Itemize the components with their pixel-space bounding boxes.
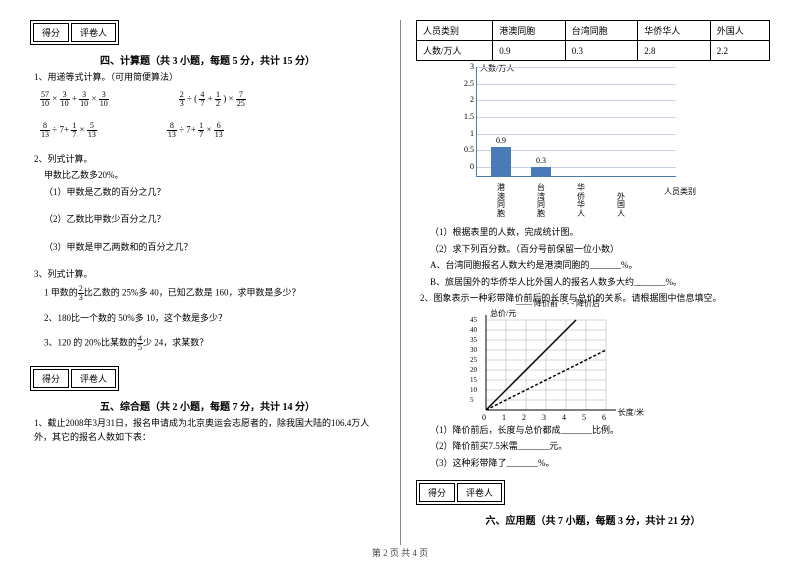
y-axis-label: 人数/万人 [480,63,514,74]
q1: 1、用递等式计算。（可用简便算法） [34,71,385,85]
right-column: 人员类别港澳同胞台湾同胞华侨华人外国人 人数/万人0.90.32.82.2 人数… [400,20,770,545]
legend: —— 降价前 - - - 降价后 [516,298,600,309]
q2a: 甲数比乙数多20%。 [44,169,385,183]
q3: 3、列式计算。 [34,268,385,282]
r-q1-2: （2）求下列百分数。（百分号前保留一位小数） [430,243,770,257]
section-6-title: 六、应用题（共 7 小题，每题 3 分，共计 21 分） [416,512,770,527]
left-column: 得分评卷人 四、计算题（共 3 小题，每题 5 分，共计 15 分） 1、用递等… [30,20,400,545]
r-q2-2: （2）降价前买7.5米需_______元。 [430,440,770,454]
grader-label: 评卷人 [71,23,116,42]
q2-3: （3）甲数是甲乙两数和的百分之几？ [44,241,385,255]
x-axis-label: 人员类别 [664,186,696,197]
q3-1: 1 甲数的23比乙数的 25%多 40，已知乙数是 160，求甲数是多少？ [44,285,385,302]
q2-2: （2）乙数比甲数少百分之几？ [44,213,385,227]
eq-row-1: 5710 × 310 + 310 × 310 23 ÷ ( 47 + 12 ) … [40,91,385,108]
bar-chart: 人数/万人 人员类别 00.511.522.53 0.9港澳同胞0.3台湾同胞华… [456,67,676,187]
r-q1-a: A、台湾同胞报名人数大约是港澳同胞的_______%。 [430,259,770,273]
section-5-title: 五、综合题（共 2 小题，每题 7 分，共计 14 分） [30,398,385,413]
section-4-title: 四、计算题（共 3 小题，每题 5 分，共计 15 分） [30,52,385,67]
score-box: 得分评卷人 [30,366,119,391]
page-footer: 第 2 页 共 4 页 [0,546,800,559]
r-q2-1: （1）降价前后，长度与总价都成_______比例。 [430,424,770,438]
r-q1-1: （1）根据表里的人数，完成统计图。 [430,226,770,240]
r-q2-3: （3）这种彩带降了_______%。 [430,457,770,471]
score-box: 得分评卷人 [416,480,505,505]
eq-row-2: 813 ÷ 7+ 17 × 513 813 ÷ 7+ 17 × 613 [40,122,385,139]
q3-2: 2、180比一个数的 50%多 10，这个数是多少？ [44,312,385,326]
data-table: 人员类别港澳同胞台湾同胞华侨华人外国人 人数/万人0.90.32.82.2 [416,20,770,61]
r-q1-b: B、旅居国外的华侨华人比外国人的报名人数多大约_______%。 [430,276,770,290]
line-chart: —— 降价前 - - - 降价后 总价/元 长度/米 0123456510152… [466,310,626,420]
score-label: 得分 [33,23,69,42]
q3-3: 3、120 的 20%比某数的45少 24，求某数？ [44,335,385,352]
q2: 2、列式计算。 [34,153,385,167]
q5-1: 1、截止2008年3月31日，报名申请成为北京奥运会志愿者的，除我国大陆的106… [34,417,385,444]
q2-1: （1）甲数是乙数的百分之几？ [44,186,385,200]
score-box: 得分评卷人 [30,20,119,45]
